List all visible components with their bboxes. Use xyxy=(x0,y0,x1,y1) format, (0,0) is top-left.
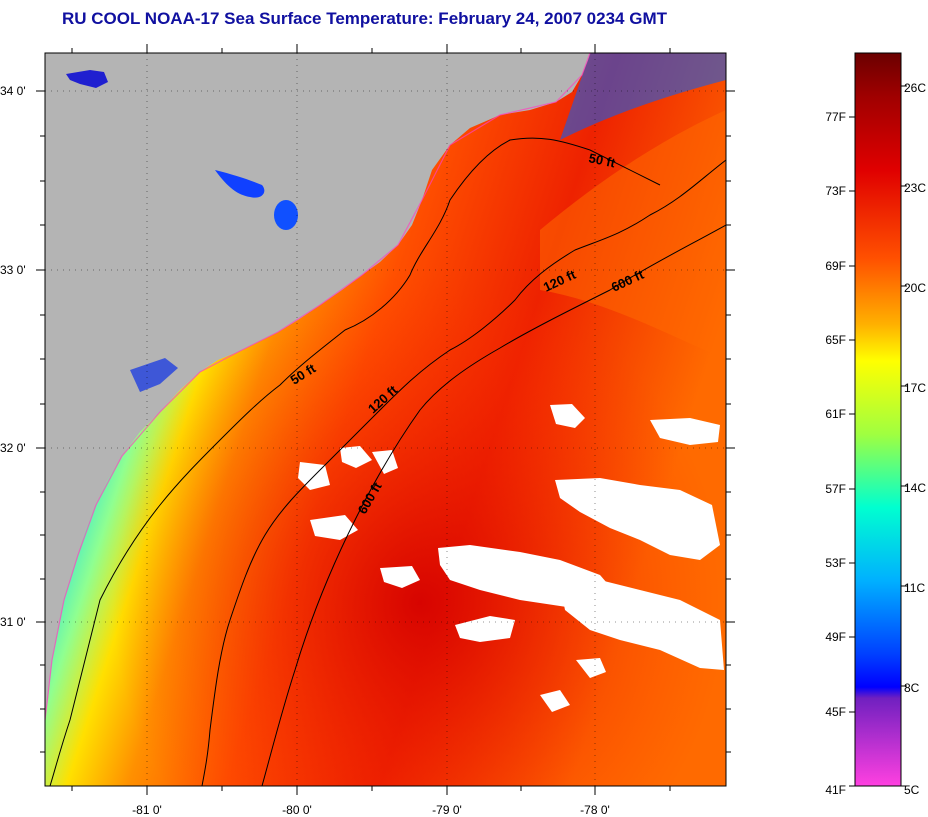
cloud-patches xyxy=(298,404,724,712)
colorbar-f-label-73: 73F xyxy=(825,184,846,198)
colorbar-c-label-17: 17C xyxy=(904,381,926,395)
lon-label-79: -79 0' xyxy=(432,803,462,817)
contour-label-50ft-north: 50 ft xyxy=(587,150,617,170)
colorbar-f-label-77: 77F xyxy=(825,110,846,124)
colorbar-c-label-14: 14C xyxy=(904,481,926,495)
lon-label-81: -81 0' xyxy=(132,803,162,817)
colorbar-f-label-65: 65F xyxy=(825,333,846,347)
lon-label-78: -78 0' xyxy=(580,803,610,817)
colorbar-c-label-26: 26C xyxy=(904,81,926,95)
lat-label-31: 31 0' xyxy=(0,615,26,629)
colorbar-f-label-69: 69F xyxy=(825,259,846,273)
colorbar-f-label-57: 57F xyxy=(825,482,846,496)
colorbar-c-label-11: 11C xyxy=(904,581,925,595)
lat-label-33: 33 0' xyxy=(0,263,26,277)
lat-label-34: 34 0' xyxy=(0,84,26,98)
colorbar-f-label-41: 41F xyxy=(825,783,846,797)
colorbar-f-label-49: 49F xyxy=(825,630,846,644)
lat-label-32: 32 0' xyxy=(0,441,26,455)
colorbar-c-label-5: 5C xyxy=(904,783,920,797)
colorbar xyxy=(854,52,902,787)
colorbar-c-label-8: 8C xyxy=(904,681,920,695)
colorbar-c-label-23: 23C xyxy=(904,181,926,195)
colorbar-f-label-45: 45F xyxy=(825,705,846,719)
colorbar-f-label-53: 53F xyxy=(825,556,846,570)
bathymetry-contours xyxy=(49,137,726,786)
colorbar-c-label-20: 20C xyxy=(904,281,926,295)
colorbar-f-label-61: 61F xyxy=(825,407,846,421)
map-title: RU COOL NOAA-17 Sea Surface Temperature:… xyxy=(62,9,667,28)
land-mass xyxy=(45,53,590,720)
lon-label-80: -80 0' xyxy=(282,803,312,817)
map-frame xyxy=(44,52,727,787)
